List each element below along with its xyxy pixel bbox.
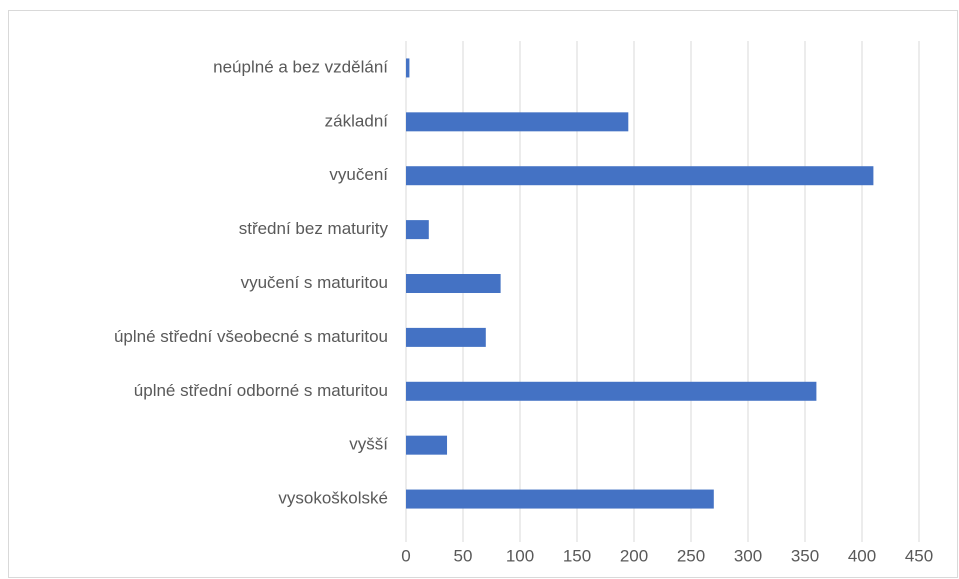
bar	[406, 489, 714, 509]
bar	[406, 166, 874, 186]
x-tick-label: 100	[506, 546, 534, 565]
x-tick-label: 50	[454, 546, 473, 565]
bar	[406, 112, 629, 132]
y-tick-label: úplné střední všeobecné s maturitou	[114, 327, 388, 346]
x-tick-label: 300	[734, 546, 762, 565]
chart-frame	[8, 10, 958, 578]
bar	[406, 327, 486, 347]
bar	[406, 381, 817, 401]
y-tick-label: vyučení s maturitou	[241, 273, 388, 292]
x-tick-label: 150	[563, 546, 591, 565]
x-tick-label: 250	[677, 546, 705, 565]
x-tick-label: 0	[401, 546, 410, 565]
bar	[406, 58, 410, 78]
bar	[406, 220, 429, 240]
bar	[406, 274, 501, 293]
x-tick-label: 450	[905, 546, 933, 565]
x-tick-label: 350	[791, 546, 819, 565]
y-tick-label: vyšší	[349, 435, 388, 454]
y-tick-label: neúplné a bez vzdělání	[213, 57, 388, 76]
y-tick-label: základní	[325, 111, 389, 130]
y-tick-label: vysokoškolské	[278, 489, 388, 508]
y-tick-label: střední bez maturity	[239, 219, 389, 238]
y-tick-label: úplné střední odborné s maturitou	[134, 381, 388, 400]
y-tick-label: vyučení	[329, 165, 388, 184]
x-tick-label: 200	[620, 546, 648, 565]
x-tick-label: 400	[848, 546, 876, 565]
bar	[406, 435, 448, 455]
